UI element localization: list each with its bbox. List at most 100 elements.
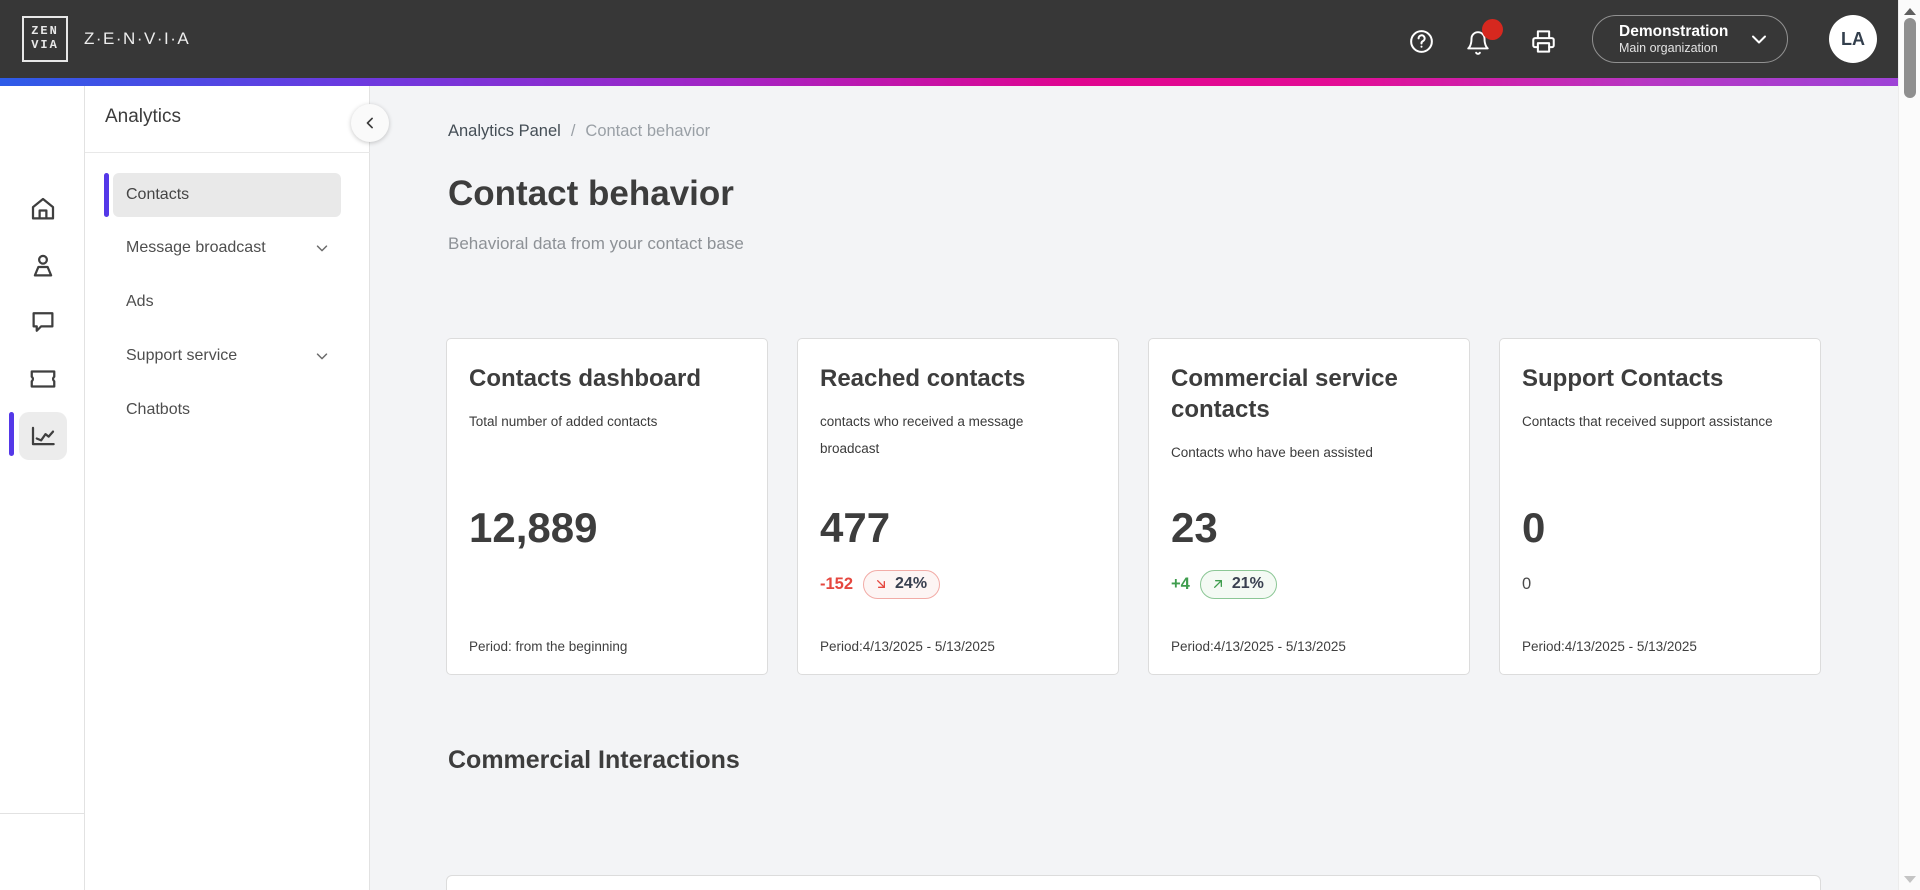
brand-gradient-bar <box>0 78 1920 86</box>
card-title: Commercial service contacts <box>1171 365 1398 423</box>
card-title: Support Contacts <box>1522 365 1724 392</box>
card-value: 0 <box>1522 504 1546 551</box>
help-icon <box>1409 29 1433 53</box>
chevron-down-icon <box>1752 35 1766 44</box>
print-button[interactable] <box>1526 24 1560 58</box>
page-title: Contact behavior <box>448 174 734 213</box>
breadcrumb-separator: / <box>570 122 576 140</box>
card-delta-row: -152 24% <box>820 569 941 599</box>
organization-switcher-texts: Demonstration Main organization <box>1619 22 1747 57</box>
icon-rail-sidebar <box>0 86 85 890</box>
vertical-scrollbar <box>1898 0 1920 890</box>
panel-item-chatbots[interactable]: Chatbots <box>85 388 370 432</box>
logo-mark-bottom: VIA <box>31 38 59 52</box>
card-period: Period:4/13/2025 - 5/13/2025 <box>820 639 995 654</box>
card-period: Period:4/13/2025 - 5/13/2025 <box>1522 639 1697 654</box>
percent-badge: 21% <box>1199 569 1277 599</box>
arrow-down-right-icon <box>877 580 886 588</box>
ticket-icon <box>30 370 56 388</box>
logo-mark-top: ZEN <box>31 24 59 39</box>
panel-item-label: Support service <box>126 347 238 364</box>
sidebar-item-campaigns[interactable] <box>19 355 67 403</box>
user-avatar[interactable]: LA <box>1829 15 1877 63</box>
card-value: 23 <box>1171 504 1218 551</box>
active-item-background <box>113 173 341 217</box>
breadcrumb-current: Contact behavior <box>585 122 711 140</box>
percent-value: 24% <box>895 575 928 592</box>
card-support-contacts: Support Contacts Contacts that received … <box>1499 338 1821 675</box>
collapse-panel-button[interactable] <box>351 104 389 142</box>
card-value: 477 <box>820 504 891 551</box>
analytics-icon <box>31 426 55 446</box>
sidebar-item-contacts[interactable] <box>19 242 67 290</box>
sidebar-item-conversations[interactable] <box>19 298 67 346</box>
panel-item-contacts[interactable]: Contacts <box>85 173 370 217</box>
card-description: Contacts that received support assistanc… <box>1522 414 1773 429</box>
panel-item-message-broadcast[interactable]: Message broadcast <box>85 226 370 270</box>
delta-value: +4 <box>1171 574 1190 593</box>
scroll-down-button[interactable] <box>1899 871 1920 887</box>
active-item-indicator <box>104 173 109 217</box>
chevron-left-icon <box>366 117 373 129</box>
organization-subtitle: Main organization <box>1619 40 1718 55</box>
card-title: Contacts dashboard <box>469 365 702 392</box>
top-navbar: ZEN VIA Z·E·N·V·I·A <box>0 0 1920 78</box>
panel-divider <box>85 152 370 153</box>
sidebar-item-analytics[interactable] <box>19 412 67 460</box>
card-period: Period: from the beginning <box>469 639 628 654</box>
panel-item-label: Chatbots <box>126 401 191 418</box>
panel-item-support-service[interactable]: Support service <box>85 334 370 378</box>
card-title: Reached contacts <box>820 365 1026 392</box>
percent-badge: 24% <box>863 569 941 599</box>
percent-value: 21% <box>1231 575 1264 592</box>
analytics-panel: Analytics Contacts Message broadcast Ads… <box>85 86 370 890</box>
organization-switcher[interactable]: Demonstration Main organization <box>1592 15 1788 63</box>
active-rail-indicator <box>9 412 14 456</box>
main-content: Analytics Panel / Contact behavior Conta… <box>370 86 1898 890</box>
scrollbar-thumb[interactable] <box>1904 18 1916 98</box>
page-subtitle: Behavioral data from your contact base <box>448 234 744 253</box>
card-description: Contacts who have been assisted <box>1171 445 1373 460</box>
card-value: 12,889 <box>469 504 598 551</box>
conversations-icon <box>32 312 54 332</box>
commercial-interactions-card <box>446 875 1821 890</box>
scroll-down-icon <box>1904 875 1916 883</box>
zenvia-logo-text: Z·E·N·V·I·A <box>84 29 191 48</box>
breadcrumb: Analytics Panel / Contact behavior <box>448 122 710 141</box>
card-contacts-dashboard: Contacts dashboard Total number of added… <box>446 338 768 675</box>
delta-value: 0 <box>1522 574 1532 593</box>
chevron-down-icon <box>313 347 331 365</box>
rail-divider <box>0 813 84 814</box>
scroll-up-icon <box>1904 7 1916 15</box>
organization-name: Demonstration <box>1619 22 1729 40</box>
card-reached-contacts: Reached contacts contacts who received a… <box>797 338 1119 675</box>
notification-badge-dot <box>1482 19 1503 40</box>
card-description: contacts who received a message broadcas… <box>820 414 1024 456</box>
panel-title: Analytics <box>105 106 182 127</box>
card-delta-row: +4 21% <box>1171 569 1277 599</box>
zenvia-logo-mark-icon: ZEN VIA <box>22 16 68 62</box>
zenvia-logo[interactable]: ZEN VIA Z·E·N·V·I·A <box>22 16 190 62</box>
notifications-button[interactable] <box>1461 19 1503 60</box>
arrow-up-right-icon <box>1213 580 1222 588</box>
panel-item-label: Contacts <box>126 186 190 203</box>
metric-cards-row: Contacts dashboard Total number of added… <box>446 338 1821 675</box>
sidebar-item-home[interactable] <box>19 185 67 233</box>
delta-value: -152 <box>820 574 854 593</box>
card-period: Period:4/13/2025 - 5/13/2025 <box>1171 639 1346 654</box>
scroll-up-button[interactable] <box>1899 3 1920 19</box>
printer-icon <box>1531 29 1555 53</box>
panel-item-ads[interactable]: Ads <box>85 280 370 324</box>
card-delta-row: 0 <box>1522 569 1531 599</box>
home-icon <box>31 197 55 220</box>
card-commercial-service-contacts: Commercial service contacts Contacts who… <box>1148 338 1470 675</box>
panel-item-label: Ads <box>126 293 154 310</box>
card-description: Total number of added contacts <box>469 414 658 429</box>
breadcrumb-analytics-panel[interactable]: Analytics Panel <box>448 122 561 140</box>
bell-icon <box>1467 31 1489 55</box>
panel-item-label: Message broadcast <box>126 239 266 256</box>
section-title-commercial-interactions: Commercial Interactions <box>448 746 740 774</box>
chevron-down-icon <box>313 239 331 257</box>
help-button[interactable] <box>1404 24 1438 58</box>
